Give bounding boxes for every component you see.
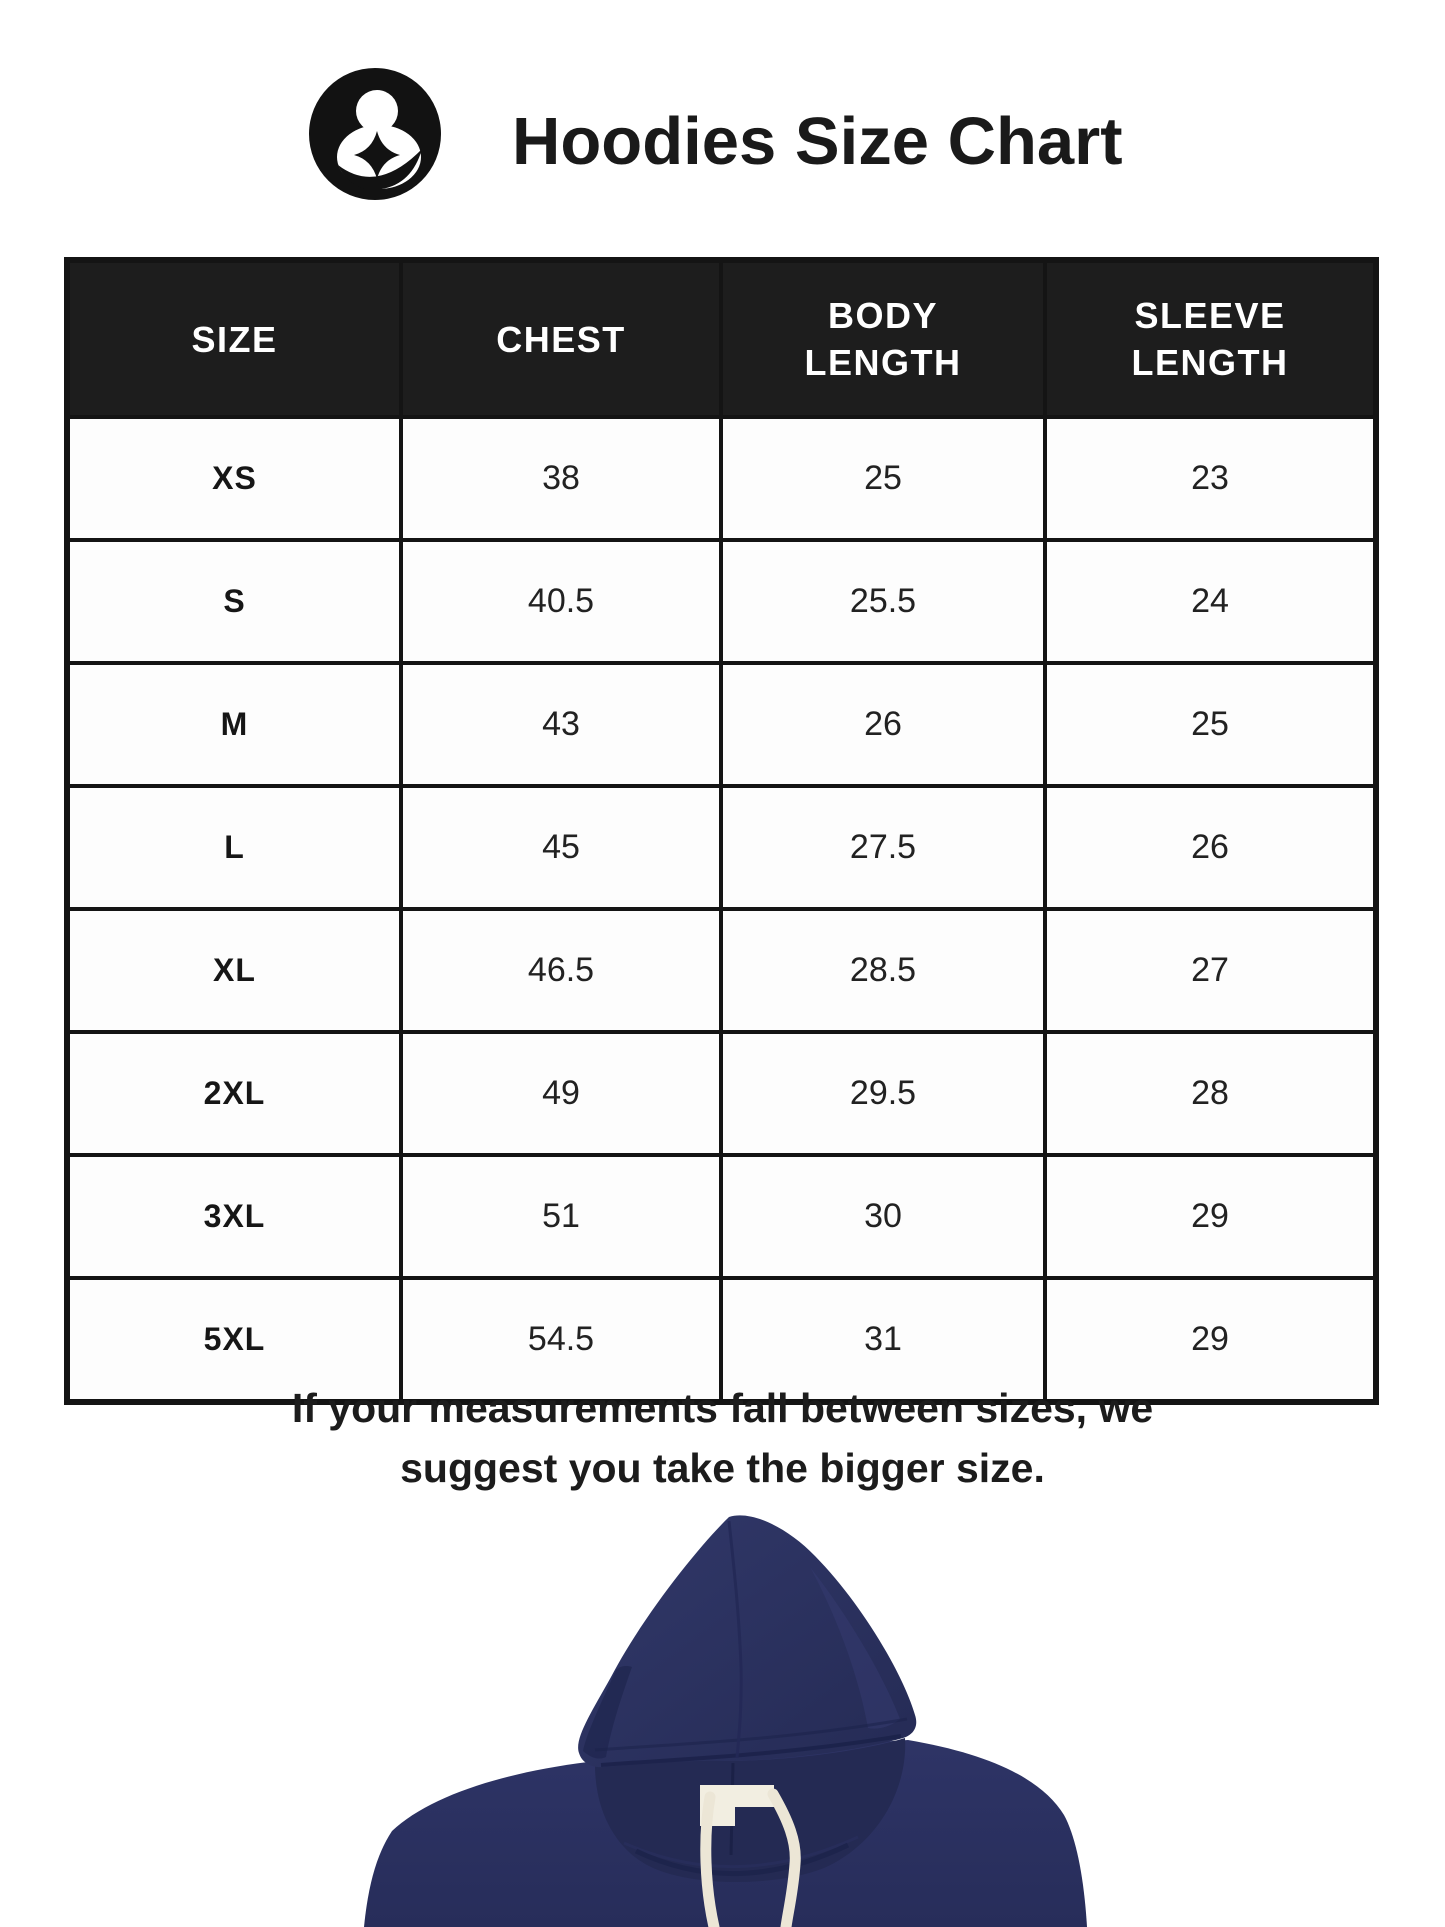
- neckline-seam: [634, 1842, 850, 1876]
- body-length-value: 25.5: [719, 538, 1047, 665]
- sizing-note: If your measurements fall between sizes,…: [0, 1378, 1445, 1498]
- size-chart-table: SIZE CHEST BODY LENGTH SLEEVE LENGTH XS …: [64, 257, 1379, 1405]
- chest-value: 38: [399, 415, 723, 542]
- table-row: 2XL 49 29.5 28: [65, 1030, 1378, 1157]
- size-label: 2XL: [65, 1030, 403, 1157]
- sleeve-length-value: 29: [1043, 1153, 1378, 1280]
- size-label: S: [65, 538, 403, 665]
- hood-center-seam: [727, 1520, 743, 1759]
- sleeve-length-value: 28: [1043, 1030, 1378, 1157]
- sleeve-length-value: 24: [1043, 538, 1378, 665]
- table-row: M 43 26 25: [65, 661, 1378, 788]
- chest-value: 54.5: [399, 1276, 723, 1404]
- hoodie-inner-hood: [595, 1738, 906, 1883]
- sleeve-length-value: 26: [1043, 784, 1378, 911]
- hood-highlight-right: [810, 1567, 900, 1729]
- body-length-value: 28.5: [719, 907, 1047, 1034]
- drawstring-right: [767, 1788, 801, 1927]
- table-row: 5XL 54.5 31 29: [65, 1276, 1378, 1404]
- sleeve-length-value: 27: [1043, 907, 1378, 1034]
- body-length-value: 26: [719, 661, 1047, 788]
- column-header-sleeve-length: SLEEVE LENGTH: [1043, 258, 1378, 419]
- size-label: M: [65, 661, 403, 788]
- column-header-size: SIZE: [65, 258, 403, 419]
- sleeve-length-value: 25: [1043, 661, 1378, 788]
- table-row: L 45 27.5 26: [65, 784, 1378, 911]
- sizing-note-line2: suggest you take the bigger size.: [400, 1445, 1045, 1491]
- column-header-chest: CHEST: [399, 258, 723, 419]
- sleeve-length-value: 23: [1043, 415, 1378, 542]
- size-label: L: [65, 784, 403, 911]
- table-row: XS 38 25 23: [65, 415, 1378, 542]
- size-label: 3XL: [65, 1153, 403, 1280]
- size-label: XL: [65, 907, 403, 1034]
- chest-value: 46.5: [399, 907, 723, 1034]
- sizing-note-line1: If your measurements fall between sizes,…: [291, 1385, 1154, 1431]
- chest-value: 43: [399, 661, 723, 788]
- hood-band-seam: [600, 1734, 902, 1767]
- sleeve-length-value: 29: [1043, 1276, 1378, 1404]
- body-length-value: 31: [719, 1276, 1047, 1404]
- body-length-value: 27.5: [719, 784, 1047, 911]
- hoodie-hood: [578, 1515, 917, 1768]
- column-header-body-length: BODY LENGTH: [719, 258, 1047, 419]
- neckline-seam-outer: [623, 1835, 859, 1868]
- neck-label: [700, 1785, 774, 1826]
- body-length-value: 25: [719, 415, 1047, 542]
- chest-value: 45: [399, 784, 723, 911]
- body-length-value: 30: [719, 1153, 1047, 1280]
- hood-shadow-left: [583, 1666, 632, 1759]
- table-row: 3XL 51 30 29: [65, 1153, 1378, 1280]
- body-length-value: 29.5: [719, 1030, 1047, 1157]
- brand-logo-icon: [309, 68, 441, 200]
- table-row: S 40.5 25.5 24: [65, 538, 1378, 665]
- drawstring-left: [700, 1791, 720, 1927]
- hoodie-product-photo: [364, 1515, 1087, 1927]
- size-label: 5XL: [65, 1276, 403, 1404]
- chest-value: 51: [399, 1153, 723, 1280]
- size-label: XS: [65, 415, 403, 542]
- page-title: Hoodies Size Chart: [512, 104, 1123, 179]
- chest-value: 49: [399, 1030, 723, 1157]
- chest-value: 40.5: [399, 538, 723, 665]
- table-header-row: SIZE CHEST BODY LENGTH SLEEVE LENGTH: [65, 258, 1378, 419]
- table-row: XL 46.5 28.5 27: [65, 907, 1378, 1034]
